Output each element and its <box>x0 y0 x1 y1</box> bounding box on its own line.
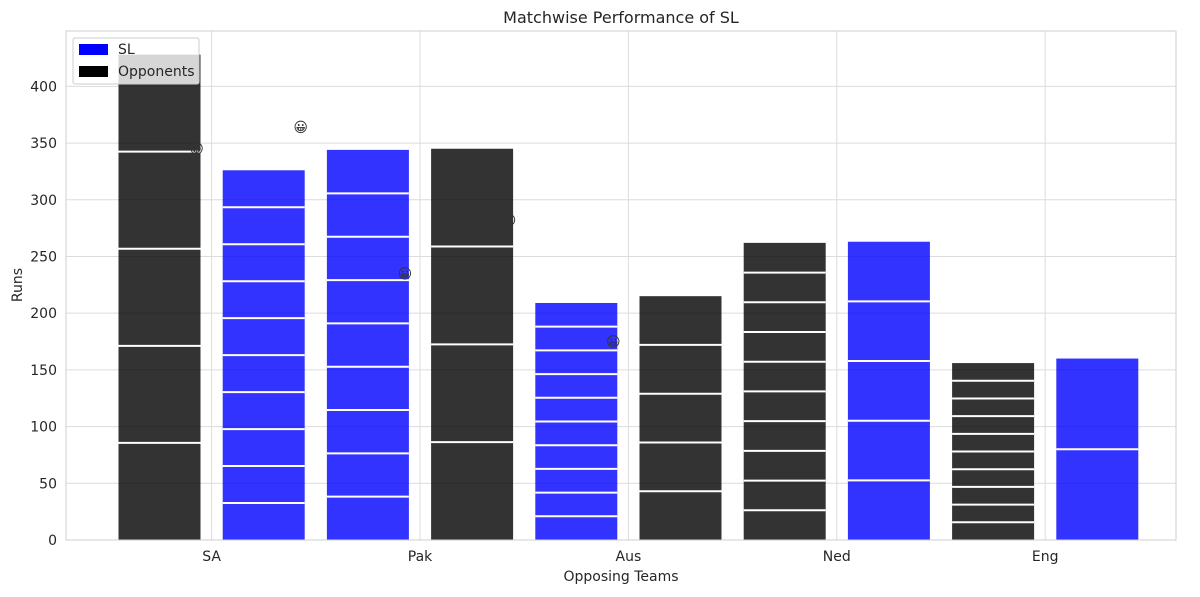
legend-label-opponents: Opponents <box>118 64 195 80</box>
x-tick-label-eng: Eng <box>1032 549 1059 565</box>
x-axis-label: Opposing Teams <box>563 569 678 585</box>
emoji-marker-5: 😀 <box>606 335 621 351</box>
y-tick-labels: 0 50 100 150 200 250 300 350 400 <box>30 79 57 549</box>
y-tick-label: 350 <box>30 136 57 152</box>
bar-6 <box>639 296 722 540</box>
emoji-marker-3: 😀 <box>398 266 413 282</box>
y-tick-label: 400 <box>30 79 57 95</box>
x-tick-label-aus: Aus <box>616 549 642 565</box>
markers-layer: 😀 😀 😀 😀 😀 <box>189 120 620 350</box>
bars-layer <box>118 54 1139 541</box>
legend: SL Opponents <box>72 37 200 85</box>
legend-label-sl: SL <box>118 42 135 58</box>
y-tick-label: 0 <box>48 533 57 549</box>
bar-8 <box>847 241 930 541</box>
legend-swatch-sl <box>79 44 108 55</box>
y-tick-label: 300 <box>30 193 57 209</box>
y-tick-label: 150 <box>30 363 57 379</box>
plot-frame <box>65 30 1177 541</box>
y-tick-label: 50 <box>39 476 57 492</box>
x-tick-label-ned: Ned <box>823 549 851 565</box>
emoji-marker-2: 😀 <box>293 120 308 136</box>
emoji-marker-4: 😀 <box>502 213 517 229</box>
bar-3 <box>326 149 409 540</box>
chart-title: Matchwise Performance of SL <box>503 8 739 27</box>
emoji-marker-1: 😀 <box>189 142 204 158</box>
x-tick-labels: SA Pak Aus Ned Eng <box>202 549 1058 565</box>
y-tick-label: 200 <box>30 306 57 322</box>
x-tick-label-pak: Pak <box>408 549 433 565</box>
bar-1 <box>118 54 201 540</box>
y-tick-label: 100 <box>30 420 57 436</box>
y-axis-label: Runs <box>10 268 26 302</box>
x-tick-label-sa: SA <box>202 549 221 565</box>
y-tick-label: 250 <box>30 249 57 265</box>
legend-swatch-opponents <box>79 66 108 77</box>
